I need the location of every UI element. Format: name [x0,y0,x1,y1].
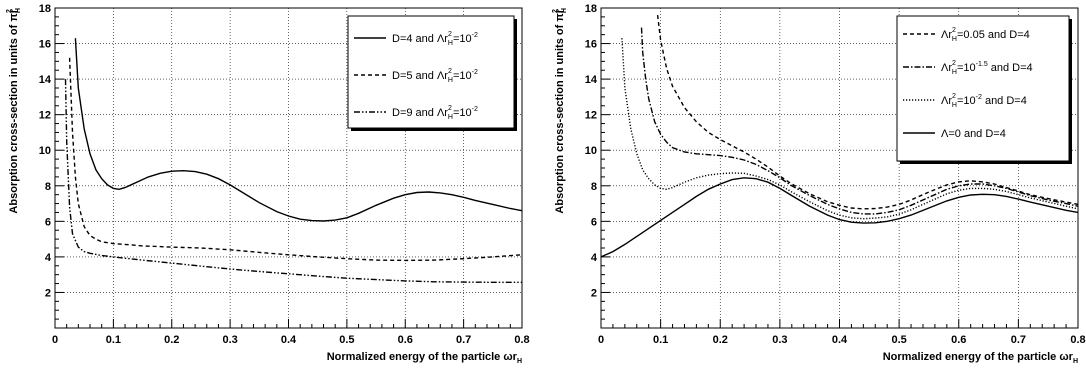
legend-label: Λr2 H=10-1.5 and D=4 [941,60,1033,76]
y-tick-label: 16 [585,39,597,51]
x-tick-label: 0.7 [1011,334,1026,346]
x-tick-label: 0.1 [106,334,121,346]
legend-box [896,15,1070,162]
y-tick-label: 10 [585,145,597,157]
x-tick-label: 0.8 [514,334,529,346]
x-tick-label: 0.6 [951,334,966,346]
y-tick-label: 14 [39,74,52,86]
x-tick-label: 0 [52,334,58,346]
y-tick-label: 6 [45,216,51,228]
x-tick-label: 0.3 [772,334,787,346]
y-tick-label: 8 [591,181,597,193]
y-tick-label: 4 [591,252,598,264]
y-tick-label: 8 [45,181,51,193]
y-tick-label: 2 [591,287,597,299]
series-line-1 [656,15,1078,210]
legend-label: D=4 and Λr2 H=10-2 [392,31,478,47]
y-tick-label: 14 [585,74,598,86]
y-tick-label: 12 [39,110,51,122]
y-tick-label: 6 [591,216,597,228]
series-line-2 [640,27,1078,215]
x-tick-label: 0.6 [398,334,413,346]
chart-panel-1: 0 0.1 0.2 0.3 0.4 0.5 0.6 0.7 0.8 2 4 6 8 10 12 14 16 18 N… [6,3,530,365]
y-tick-label: 2 [45,287,51,299]
x-tick-label: 0.2 [713,334,728,346]
y-tick-label: 4 [45,252,52,264]
x-tick-label: 0.4 [832,334,848,346]
legend: D=4 and Λr2 H=10-2 D=5 and Λr2 H=10-2 D=9 an… [347,15,517,131]
y-tick-label: 16 [39,39,51,51]
x-tick-label: 0.7 [456,334,471,346]
y-axis-title: Absorption cross-section in units of πr2… [6,8,22,214]
y-axis-title: Absorption cross-section in units of πr2… [552,8,568,214]
y-tick-label: 12 [585,110,597,122]
series-line-1 [74,38,522,222]
legend-box [347,15,515,129]
legend-label: Λr2 H=0.05 and D=4 [941,27,1030,43]
chart-panel-2: 0 0.1 0.2 0.3 0.4 0.5 0.6 0.7 0.8 2 4 6 8 10 12 14 16 18 N… [552,3,1086,365]
x-tick-label: 0.2 [164,334,179,346]
legend: Λr2 H=0.05 and D=4 Λr2 H=10-1.5 and D=4 Λr2 H… [896,15,1072,164]
legend-label: Λ=0 and D=4 [941,128,1006,140]
x-tick-label: 0 [598,334,604,346]
x-tick-label: 0.5 [339,334,354,346]
y-tick-label: 18 [39,3,51,15]
x-tick-label: 0.1 [653,334,668,346]
x-tick-label: 0.3 [222,334,237,346]
legend-label: D=5 and Λr2 H=10-2 [392,68,478,84]
legend-label: D=9 and Λr2 H=10-2 [392,105,478,121]
series-line-3 [621,38,1078,220]
series-line-4 [601,177,1078,258]
x-tick-label: 0.8 [1070,334,1085,346]
y-tick-label: 18 [585,3,597,15]
x-tick-label: 0.4 [281,334,297,346]
x-axis-title: Normalized energy of the particle ωrH [327,351,522,365]
y-tick-label: 10 [39,145,51,157]
x-axis-title: Normalized energy of the particle ωrH [883,351,1078,365]
legend-label: Λr2 H=10-2 and D=4 [941,93,1027,109]
x-tick-label: 0.5 [891,334,906,346]
